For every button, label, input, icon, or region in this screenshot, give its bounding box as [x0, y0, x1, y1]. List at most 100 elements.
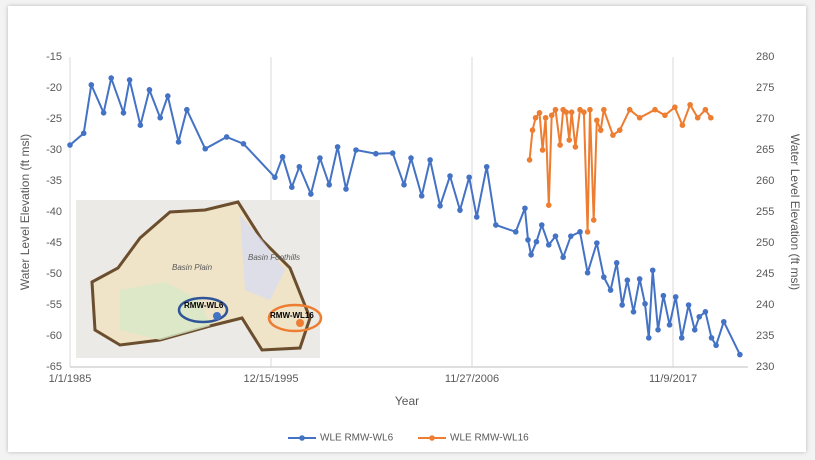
data-point: [687, 102, 693, 108]
y2-tick-label: 265: [756, 144, 774, 156]
well-label: RMW-WL16: [270, 311, 314, 320]
chart: Basin Plain Basin Foothills RMW-WL6 RMW-…: [0, 0, 815, 460]
data-point: [335, 144, 341, 150]
data-point: [427, 157, 433, 163]
well-marker: [213, 312, 221, 320]
data-point: [631, 309, 637, 315]
data-point: [81, 130, 87, 136]
data-point: [184, 107, 190, 113]
series: [527, 102, 714, 235]
data-point: [419, 193, 425, 199]
y2-tick-label: 250: [756, 237, 774, 249]
data-point: [457, 207, 463, 213]
data-point: [308, 191, 314, 197]
x-tick-label: 11/9/2017: [649, 373, 697, 385]
data-point: [557, 142, 563, 148]
data-point: [560, 254, 566, 260]
legend-marker: [429, 435, 435, 441]
data-point: [297, 164, 303, 170]
y-tick-label: -15: [46, 51, 62, 63]
data-point: [619, 302, 625, 308]
legend-label: WLE RMW-WL6: [320, 433, 394, 444]
data-point: [577, 229, 583, 235]
data-point: [67, 142, 73, 148]
data-point: [343, 186, 349, 192]
well-marker: [296, 319, 304, 327]
data-point: [474, 214, 480, 220]
y2-tick-label: 275: [756, 82, 774, 94]
y-tick-label: -55: [46, 299, 62, 311]
data-point: [326, 182, 332, 188]
data-point: [353, 147, 359, 153]
y-tick-label: -50: [46, 268, 62, 280]
data-point: [598, 127, 604, 133]
data-point: [537, 110, 543, 116]
data-point: [673, 294, 679, 300]
data-point: [737, 352, 743, 358]
data-point: [610, 132, 616, 138]
data-point: [549, 112, 555, 118]
data-point: [530, 127, 536, 133]
y-tick-label: -60: [46, 330, 62, 342]
data-point: [709, 335, 715, 341]
data-point: [534, 239, 540, 245]
data-point: [573, 144, 579, 150]
data-point: [108, 75, 114, 81]
data-point: [601, 107, 607, 113]
data-point: [617, 127, 623, 133]
y2-tick-label: 240: [756, 299, 774, 311]
y-tick-label: -40: [46, 206, 62, 218]
data-point: [708, 115, 714, 121]
data-point: [522, 205, 528, 211]
data-point: [101, 110, 107, 116]
y2-tick-label: 245: [756, 268, 774, 280]
data-point: [642, 301, 648, 307]
x-tick-label: 1/1/1985: [49, 373, 92, 385]
data-point: [513, 229, 519, 235]
data-point: [493, 222, 499, 228]
data-point: [721, 319, 727, 325]
data-point: [594, 240, 600, 246]
data-point: [703, 107, 709, 113]
data-point: [157, 115, 163, 121]
data-point: [176, 139, 182, 145]
data-point: [646, 335, 652, 341]
data-point: [527, 157, 533, 163]
data-point: [585, 229, 591, 235]
y-axis-title: Water Level Elevation (ft msl): [18, 134, 32, 290]
data-point: [528, 252, 534, 258]
data-point: [563, 109, 569, 115]
data-point: [587, 107, 593, 113]
data-point: [591, 217, 597, 223]
well-label: RMW-WL6: [184, 301, 224, 310]
data-point: [241, 141, 247, 147]
data-point: [121, 110, 127, 116]
data-point: [390, 150, 396, 156]
data-point: [650, 267, 656, 273]
y-tick-label: -65: [46, 361, 62, 373]
map-label: Basin Plain: [172, 263, 213, 272]
data-point: [553, 107, 559, 113]
data-point: [539, 222, 545, 228]
data-point: [138, 122, 144, 128]
data-point: [601, 274, 607, 280]
data-point: [127, 77, 133, 83]
x-tick-label: 12/15/1995: [243, 373, 298, 385]
y2-tick-label: 230: [756, 361, 774, 373]
data-point: [280, 154, 286, 160]
data-point: [165, 93, 171, 99]
data-point: [614, 260, 620, 266]
data-point: [625, 277, 631, 283]
data-point: [533, 115, 539, 121]
data-point: [466, 174, 472, 180]
data-point: [89, 82, 95, 88]
data-point: [525, 237, 531, 243]
data-point: [594, 117, 600, 123]
data-point: [667, 322, 673, 328]
x-axis-title: Year: [395, 394, 419, 408]
data-point: [224, 134, 230, 140]
data-point: [401, 182, 407, 188]
data-point: [546, 242, 552, 248]
data-point: [540, 147, 546, 153]
data-point: [568, 233, 574, 239]
